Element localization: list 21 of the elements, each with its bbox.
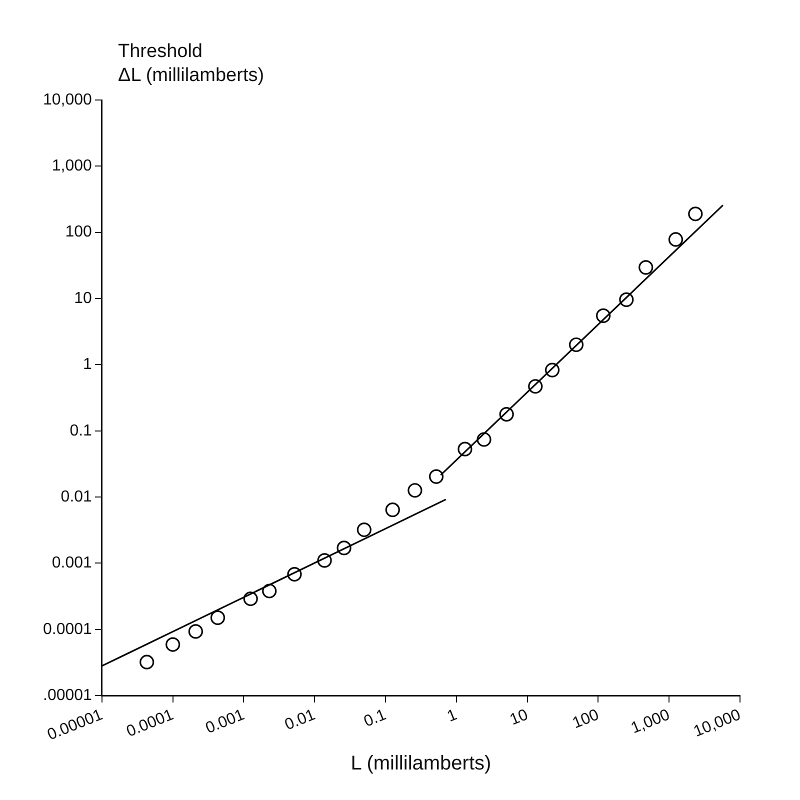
x-tick-label: 0.0001 bbox=[124, 706, 176, 741]
y-tick-label: 0.01 bbox=[60, 488, 92, 506]
x-tick-label: 10 bbox=[508, 706, 531, 729]
x-tick-label: 0.1 bbox=[362, 706, 389, 731]
y-tick-label: 1 bbox=[83, 356, 92, 374]
x-axis-title: L (millilamberts) bbox=[350, 752, 492, 775]
y-tick-label: .00001 bbox=[43, 686, 92, 704]
x-tick-label: 1 bbox=[444, 706, 460, 726]
y-tick-label: 1,000 bbox=[52, 158, 92, 175]
y-tick-label: 100 bbox=[65, 224, 92, 241]
y-tick-label: 10 bbox=[74, 290, 92, 307]
x-tick-label: 100 bbox=[570, 706, 602, 732]
y-axis-title: Threshold ΔL (millilamberts) bbox=[118, 40, 264, 88]
x-tick-label: 10,000 bbox=[691, 706, 744, 741]
x-tick-label: 1,000 bbox=[628, 706, 672, 738]
y-tick-label: 0.0001 bbox=[43, 620, 92, 638]
y-tick-label: 10,000 bbox=[43, 91, 92, 108]
x-tick-label: 0.001 bbox=[203, 706, 247, 738]
y-tick-label: 0.001 bbox=[52, 554, 92, 572]
y-tick-label: 0.1 bbox=[70, 422, 92, 440]
x-tick-label: 0.01 bbox=[282, 706, 318, 734]
